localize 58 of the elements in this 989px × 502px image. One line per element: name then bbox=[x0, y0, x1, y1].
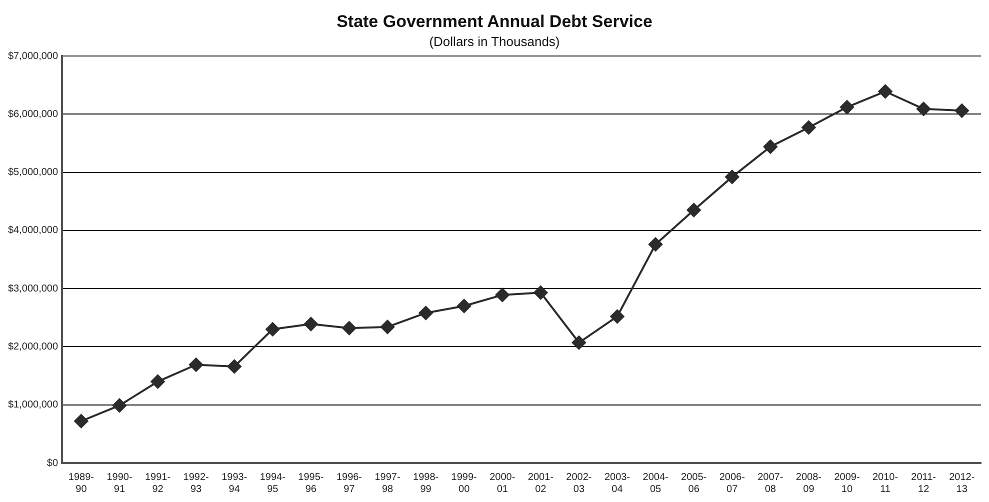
y-tick-label: $7,000,000 bbox=[8, 50, 58, 62]
x-tick-label: 1998-99 bbox=[413, 472, 439, 495]
point bbox=[802, 120, 816, 135]
point bbox=[150, 374, 165, 389]
x-tick-label: 1992-93 bbox=[183, 472, 209, 495]
point bbox=[840, 100, 854, 114]
x-tick-label: 2006-07 bbox=[719, 472, 745, 495]
point bbox=[74, 414, 88, 428]
x-tick-label: 1989-90 bbox=[68, 472, 94, 495]
chart-subtitle: (Dollars in Thousands) bbox=[428, 34, 561, 49]
point bbox=[112, 398, 126, 412]
y-tick-label: $4,000,000 bbox=[8, 225, 58, 236]
x-tick-label: 2012-13 bbox=[949, 472, 975, 495]
x-tick-label: 2005-06 bbox=[681, 472, 707, 495]
x-tick-label: 1997-98 bbox=[374, 472, 400, 495]
x-tick-label: 2000-01 bbox=[490, 472, 516, 495]
y-tick-label: $6,000,000 bbox=[8, 108, 58, 120]
point bbox=[227, 359, 242, 374]
chart-title: State Government Annual Debt Service bbox=[336, 12, 654, 32]
x-tick-label: 2007-08 bbox=[758, 472, 784, 495]
x-tick-label: 1996-97 bbox=[336, 472, 362, 495]
x-tick-label: 2011-12 bbox=[911, 472, 936, 495]
point bbox=[380, 320, 395, 334]
y-tick-label: $1,000,000 bbox=[8, 400, 58, 411]
x-tick-label: 1994-95 bbox=[260, 472, 286, 495]
x-tick-label: 2001-02 bbox=[528, 472, 554, 495]
point bbox=[457, 299, 472, 314]
x-tick-label: 1995-96 bbox=[298, 472, 324, 495]
point bbox=[954, 104, 969, 118]
y-tick-label: $2,000,000 bbox=[8, 341, 58, 352]
x-tick-label: 2009-10 bbox=[834, 472, 860, 495]
x-tick-label: 2003-04 bbox=[604, 472, 630, 495]
point bbox=[572, 336, 586, 350]
point bbox=[534, 286, 548, 300]
x-tick-label: 1993-94 bbox=[222, 472, 248, 495]
point bbox=[648, 237, 663, 252]
point bbox=[189, 358, 204, 372]
point bbox=[610, 309, 624, 324]
x-tick-label: 2002-03 bbox=[566, 472, 592, 495]
point bbox=[304, 317, 318, 332]
point bbox=[418, 306, 433, 320]
x-tick-label: 2004-05 bbox=[642, 472, 668, 495]
y-tick-label: $3,000,000 bbox=[8, 283, 58, 294]
point bbox=[763, 140, 778, 154]
x-tick-label: 1990-91 bbox=[106, 472, 132, 495]
point bbox=[342, 321, 356, 336]
point bbox=[878, 84, 892, 98]
x-tick-label: 1999-00 bbox=[451, 472, 477, 495]
point bbox=[725, 170, 740, 184]
point bbox=[916, 102, 931, 116]
point bbox=[686, 203, 701, 218]
point bbox=[266, 322, 280, 336]
x-tick-label: 2010-11 bbox=[872, 472, 898, 495]
point bbox=[495, 288, 510, 302]
x-tick-label: 2008-09 bbox=[796, 472, 822, 495]
x-tick-label: 1991-92 bbox=[144, 472, 171, 495]
y-tick-label: $0 bbox=[46, 458, 58, 469]
y-tick-label: $5,000,000 bbox=[8, 167, 58, 178]
